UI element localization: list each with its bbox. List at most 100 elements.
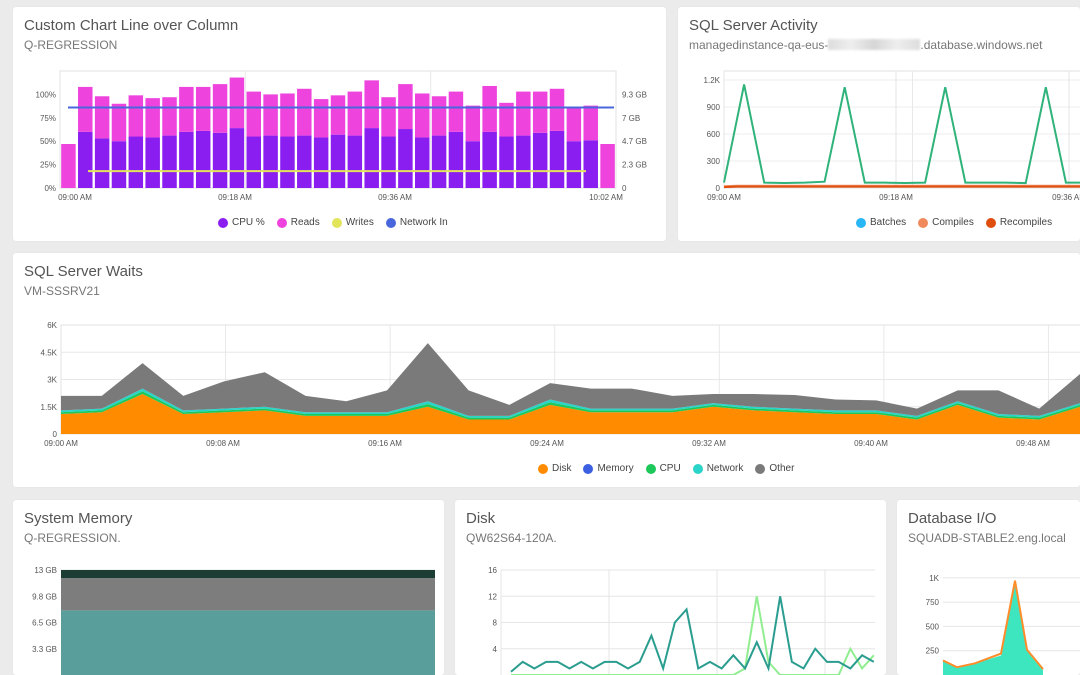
x-tick-label: 09:40 AM: [854, 439, 888, 448]
cpu-bar: [128, 136, 144, 188]
reads-bar: [414, 93, 430, 138]
legend-item[interactable]: Writes: [331, 217, 374, 228]
reads-bar: [566, 106, 582, 142]
memory-chart[interactable]: 3.3 GB 6.5 GB 9.8 GB 13 GB: [13, 500, 444, 675]
cpu-bar: [364, 128, 379, 188]
legend-swatch: [385, 217, 396, 228]
legend-label: Network: [706, 463, 744, 474]
legend-item[interactable]: Other: [755, 463, 794, 474]
x-tick-label: 09:16 AM: [368, 439, 402, 448]
y2-tick-label: 7 GB: [622, 114, 640, 123]
y-tick-label: 0%: [44, 184, 56, 193]
cpu-bar: [448, 131, 464, 188]
x-tick-label: 09:24 AM: [530, 439, 564, 448]
reads-bar: [516, 91, 531, 136]
cpu-bar: [280, 136, 295, 188]
x-tick-label: 10:02 AM: [589, 193, 623, 202]
cpu-bar: [482, 131, 497, 188]
legend-item[interactable]: Recompiles: [985, 217, 1052, 228]
combo-chart[interactable]: 0% 25% 50% 75% 100% 0 2.3 GB 4.7 GB 7 GB 9.3 GB 09…: [13, 7, 666, 241]
waits-chart[interactable]: 0 1.5K 3K 4.5K 6K 09:00 AM 09:08 AM 09:16 AM 09:…: [13, 253, 1080, 487]
legend-item[interactable]: Disk: [538, 463, 571, 474]
panel-sql-activity: SQL Server Activity managedinstance-qa-e…: [678, 7, 1080, 241]
cpu-bar: [398, 129, 413, 188]
panel-title: SQL Server Activity: [689, 17, 818, 34]
reads-bar: [448, 91, 464, 132]
panel-subtitle: VM-SSSRV21: [24, 284, 100, 298]
panel-title: System Memory: [24, 510, 133, 527]
panel-custom-chart: Custom Chart Line over Column Q-REGRESSI…: [13, 7, 666, 241]
cpu-bar: [330, 134, 346, 188]
reads-bar: [549, 88, 565, 131]
panel-title: Database I/O: [908, 510, 997, 527]
legend-swatch: [583, 463, 594, 474]
cpu-bar: [347, 135, 363, 188]
cpu-bar: [263, 135, 278, 188]
y-tick-label: 4: [493, 645, 498, 654]
cpu-bar: [465, 141, 481, 188]
reads-bar: [111, 103, 127, 142]
panel-subtitle: SQUADB-STABLE2.eng.local: [908, 531, 1066, 545]
panel-title: Custom Chart Line over Column: [24, 17, 239, 34]
cpu-bar: [212, 132, 228, 188]
x-tick-label: 09:00 AM: [58, 193, 92, 202]
y-tick-label: 9.8 GB: [32, 592, 57, 601]
legend-label: Memory: [597, 463, 634, 474]
legend-swatch: [918, 217, 929, 228]
legend-label: CPU %: [232, 217, 265, 228]
legend-item[interactable]: Batches: [856, 217, 906, 228]
reads-bar: [229, 77, 245, 129]
y2-tick-label: 2.3 GB: [622, 161, 647, 170]
reads-bar: [128, 95, 144, 137]
subtitle-suffix: .database.windows.net: [920, 38, 1043, 52]
disk-chart[interactable]: 4 8 12 16: [455, 500, 886, 675]
legend-item[interactable]: CPU %: [218, 217, 265, 228]
subtitle-prefix: managedinstance-qa-eus-: [689, 38, 829, 52]
panel-sql-waits: SQL Server Waits VM-SSSRV21 0 1.5K 3K 4.5K 6…: [13, 253, 1080, 487]
cpu-bar: [246, 136, 262, 188]
legend-item[interactable]: CPU: [645, 463, 681, 474]
y-tick-label: 900: [707, 103, 721, 112]
cpu-bar: [549, 130, 565, 188]
legend-item[interactable]: Memory: [583, 463, 634, 474]
cpu-bar: [516, 135, 531, 188]
x-tick-label: 09:32 AM: [692, 439, 726, 448]
reads-bar: [330, 95, 346, 135]
legend-label: Batches: [870, 217, 907, 228]
legend-label: Disk: [552, 463, 572, 474]
reads-bar: [600, 144, 615, 188]
x-tick-label: 09:00 AM: [44, 439, 78, 448]
panel-subtitle: Q-REGRESSION: [24, 38, 118, 52]
reads-bar: [583, 105, 598, 141]
panel-title: Disk: [466, 510, 496, 527]
cpu-bar: [179, 131, 194, 188]
legend-item[interactable]: Network In: [385, 217, 448, 228]
activity-chart[interactable]: 0 300 600 900 1.2K 09:00 AM 09:18 AM 09:36 AM: [678, 7, 1080, 241]
y-tick-label: 0: [53, 430, 58, 439]
reads-bar: [431, 96, 447, 136]
legend-item[interactable]: Network: [692, 463, 744, 474]
legend-item[interactable]: Reads: [276, 217, 320, 228]
chart-legend: CPU % Reads Writes Network In: [218, 217, 448, 228]
reads-bar: [78, 86, 93, 132]
x-tick-label: 09:48 AM: [1016, 439, 1050, 448]
reads-bar: [61, 144, 76, 188]
y-tick-label: 1.2K: [704, 76, 721, 85]
legend-swatch: [692, 463, 703, 474]
cpu-bar: [313, 137, 329, 188]
x-tick-label: 09:36 AM: [1052, 193, 1080, 202]
reads-bar: [195, 86, 211, 131]
reads-bar: [532, 91, 548, 133]
cpu-bar: [431, 135, 447, 188]
legend-label: Other: [769, 463, 795, 474]
reads-bar: [280, 93, 295, 137]
cpu-bar: [145, 137, 160, 188]
panel-database-io: Database I/O SQUADB-STABLE2.eng.local 25…: [897, 500, 1080, 675]
dbio-chart[interactable]: 250 500 750 1K: [897, 500, 1080, 675]
cpu-bar: [566, 141, 582, 188]
panel-title: SQL Server Waits: [24, 263, 143, 280]
legend-swatch: [538, 463, 548, 474]
legend-item[interactable]: Compiles: [918, 217, 974, 228]
reads-bar: [347, 91, 363, 136]
legend-swatch: [331, 217, 342, 228]
